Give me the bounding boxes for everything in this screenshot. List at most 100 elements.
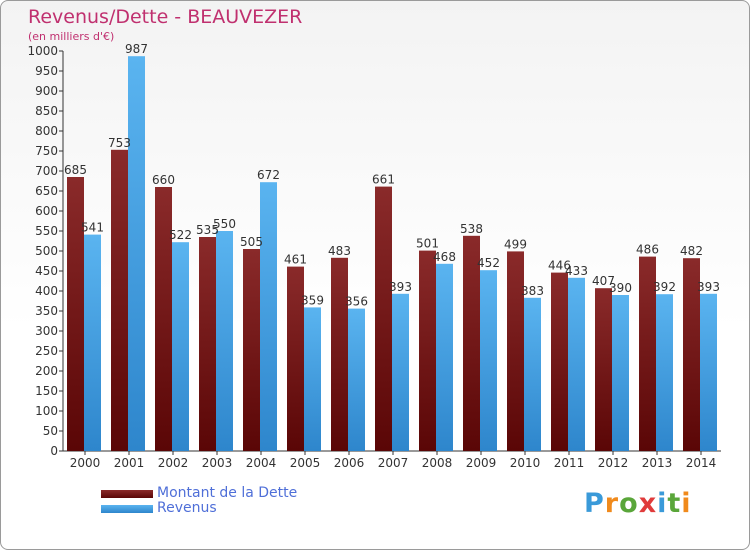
data-label-debt: 482 — [680, 244, 703, 258]
data-label-debt: 753 — [108, 136, 131, 150]
x-tick-label: 2005 — [290, 456, 321, 470]
y-tick-label: 300 — [35, 324, 58, 338]
bar-revenue — [568, 277, 585, 451]
bar-revenue — [436, 263, 453, 451]
x-tick-label: 2012 — [598, 456, 629, 470]
bar-revenue — [348, 308, 365, 451]
data-label-debt: 407 — [592, 274, 615, 288]
bar-debt — [463, 235, 480, 451]
legend-label-debt: Montant de la Dette — [157, 485, 298, 501]
x-tick-label: 2002 — [158, 456, 189, 470]
data-label-debt: 661 — [372, 173, 395, 187]
y-tick-label: 350 — [35, 304, 58, 318]
bar-debt — [287, 266, 304, 451]
chart-subtitle: (en milliers d'€) — [28, 30, 115, 43]
y-tick-label: 400 — [35, 284, 58, 298]
bar-debt — [243, 249, 260, 451]
data-label-revenue: 383 — [521, 284, 544, 298]
y-tick-label: 0 — [50, 444, 58, 458]
data-label-debt: 446 — [548, 259, 571, 273]
y-tick-label: 950 — [35, 64, 58, 78]
y-tick-label: 800 — [35, 124, 58, 138]
bar-revenue — [216, 231, 233, 451]
data-label-debt: 505 — [240, 235, 263, 249]
y-tick-label: 850 — [35, 104, 58, 118]
x-tick-label: 2006 — [334, 456, 365, 470]
bar-debt — [595, 288, 612, 451]
x-tick-label: 2008 — [422, 456, 453, 470]
x-tick-label: 2010 — [510, 456, 541, 470]
data-label-revenue: 356 — [345, 295, 368, 309]
x-tick-label: 2011 — [554, 456, 585, 470]
legend-swatch-revenue — [101, 505, 153, 513]
x-tick-label: 2000 — [70, 456, 101, 470]
data-label-debt: 483 — [328, 244, 351, 258]
legend-label-revenue: Revenus — [157, 500, 217, 516]
bar-revenue — [480, 270, 497, 451]
data-label-debt: 538 — [460, 222, 483, 236]
data-label-debt: 685 — [64, 163, 87, 177]
bar-revenue — [656, 294, 673, 451]
bar-debt — [551, 272, 568, 451]
y-tick-label: 250 — [35, 344, 58, 358]
y-tick-label: 500 — [35, 244, 58, 258]
data-label-debt: 499 — [504, 237, 527, 251]
y-tick-label: 100 — [35, 404, 58, 418]
x-tick-label: 2004 — [246, 456, 277, 470]
legend-swatch-debt — [101, 490, 153, 498]
data-label-revenue: 392 — [653, 280, 676, 294]
data-label-revenue: 987 — [125, 42, 148, 56]
data-label-debt: 461 — [284, 253, 307, 267]
bar-revenue — [84, 234, 101, 451]
bar-debt — [507, 251, 524, 451]
bar-revenue — [128, 56, 145, 451]
chart-title: Revenus/Dette - BEAUVEZER — [28, 6, 303, 28]
bar-revenue — [260, 182, 277, 451]
data-label-revenue: 672 — [257, 168, 280, 182]
y-tick-label: 1000 — [27, 44, 58, 58]
data-label-debt: 486 — [636, 243, 659, 257]
bar-debt — [199, 237, 216, 451]
bar-debt — [639, 256, 656, 451]
bar-debt — [155, 187, 172, 451]
data-label-revenue: 522 — [169, 228, 192, 242]
data-label-revenue: 393 — [389, 280, 412, 294]
data-label-revenue: 359 — [301, 293, 324, 307]
data-label-revenue: 550 — [213, 217, 236, 231]
bar-debt — [683, 258, 700, 451]
y-tick-label: 50 — [43, 424, 58, 438]
data-label-debt: 535 — [196, 223, 219, 237]
data-label-revenue: 390 — [609, 281, 632, 295]
data-label-debt: 660 — [152, 173, 175, 187]
x-tick-label: 2014 — [686, 456, 717, 470]
y-tick-label: 700 — [35, 164, 58, 178]
proxiti-logo: Proxiti — [584, 488, 692, 519]
y-tick-label: 600 — [35, 204, 58, 218]
data-label-revenue: 541 — [81, 221, 104, 235]
bar-debt — [67, 177, 84, 451]
y-tick-label: 450 — [35, 264, 58, 278]
x-tick-label: 2003 — [202, 456, 233, 470]
bar-revenue — [612, 295, 629, 451]
x-tick-label: 2001 — [114, 456, 145, 470]
bar-debt — [111, 149, 128, 452]
x-tick-label: 2007 — [378, 456, 409, 470]
x-tick-label: 2013 — [642, 456, 673, 470]
bar-revenue — [304, 307, 321, 451]
x-tick-label: 2009 — [466, 456, 497, 470]
y-tick-label: 550 — [35, 224, 58, 238]
bar-revenue — [392, 293, 409, 451]
y-tick-label: 200 — [35, 364, 58, 378]
y-tick-label: 150 — [35, 384, 58, 398]
y-tick-label: 750 — [35, 144, 58, 158]
bar-debt — [331, 257, 348, 451]
data-label-debt: 501 — [416, 237, 439, 251]
bar-revenue — [524, 297, 541, 451]
data-label-revenue: 433 — [565, 264, 588, 278]
data-label-revenue: 452 — [477, 256, 500, 270]
bar-debt — [419, 250, 436, 451]
y-tick-label: 650 — [35, 184, 58, 198]
bar-revenue — [172, 242, 189, 451]
